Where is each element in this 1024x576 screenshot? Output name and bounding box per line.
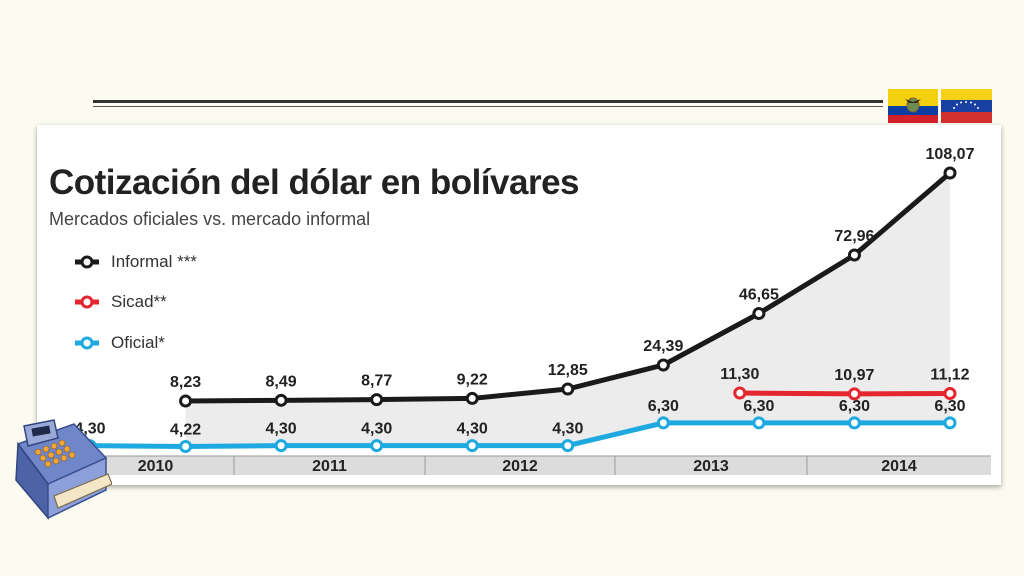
x-tick-label: 2012 [502, 458, 538, 475]
chart-card: 2010 2011 2012 2013 2014 4,30 4,22 4,30 4,30 4,30… [37, 125, 1001, 485]
data-label-oficial: 4,30 [552, 421, 583, 438]
data-label-oficial: 6,30 [648, 398, 679, 415]
data-label-informal: 8,23 [170, 374, 201, 391]
cash-register-icon [15, 419, 112, 521]
data-point-oficial [847, 416, 861, 430]
legend-swatch-sicad [75, 295, 99, 309]
data-point-informal [752, 307, 766, 320]
data-point-oficial [465, 439, 479, 453]
data-label-informal: 24,39 [643, 338, 683, 355]
data-label-sicad: 11,12 [930, 366, 969, 383]
legend-swatch-oficial [75, 336, 99, 350]
x-tick-label: 2013 [693, 458, 729, 475]
ecuador-flag-icon [888, 89, 938, 123]
legend-label-oficial: Oficial* [111, 333, 165, 352]
data-point-oficial [561, 439, 575, 453]
flags [888, 89, 992, 123]
legend-item-sicad: Sicad** [73, 291, 167, 313]
data-point-oficial [943, 416, 957, 430]
data-point-informal [656, 358, 670, 372]
data-point-informal [370, 393, 384, 407]
data-label-informal: 8,49 [266, 373, 297, 390]
data-point-informal [847, 248, 861, 262]
series-line-sicad [739, 390, 951, 397]
data-label-informal: 46,65 [739, 287, 779, 304]
data-label-informal: 12,85 [548, 362, 588, 379]
data-point-oficial [656, 416, 670, 430]
x-tick-label: 2010 [138, 458, 174, 475]
data-point-oficial [752, 416, 766, 430]
legend-item-informal: Informal *** [73, 251, 197, 273]
data-point-sicad [847, 387, 861, 401]
legend-swatch-informal [75, 255, 99, 269]
data-label-informal: 9,22 [457, 371, 488, 388]
data-point-oficial [370, 439, 384, 453]
legend-item-oficial: Oficial* [73, 332, 165, 354]
area-fill-gap [185, 173, 951, 447]
data-label-oficial: 4,30 [361, 421, 392, 438]
legend-label-sicad: Sicad** [111, 292, 167, 311]
data-point-informal [465, 391, 479, 405]
data-label-informal: 8,77 [361, 373, 392, 390]
data-label-informal: 72,96 [834, 228, 874, 245]
data-label-oficial: 4,30 [457, 421, 488, 438]
chart-subtitle: Mercados oficiales vs. mercado informal [49, 209, 371, 229]
data-label-oficial: 6,30 [743, 398, 774, 415]
data-label-oficial: 4,22 [170, 422, 201, 439]
data-point-oficial [274, 439, 288, 453]
x-tick-label: 2014 [881, 458, 917, 475]
data-label-oficial: 6,30 [934, 398, 965, 415]
x-axis-band [77, 456, 991, 475]
data-point-oficial [179, 440, 193, 453]
data-point-sicad [943, 386, 957, 400]
header-rule-thin [93, 106, 883, 107]
chart-title: Cotización del dólar en bolívares [49, 163, 580, 202]
data-point-sicad [733, 386, 747, 400]
legend-label-informal: Informal *** [111, 252, 197, 271]
data-point-informal [274, 393, 288, 407]
venezuela-flag-icon [941, 89, 992, 123]
series-line-oficial [89, 420, 950, 449]
header-rule-thick [93, 100, 883, 103]
data-point-informal [561, 382, 575, 396]
data-label-oficial: 4,30 [266, 421, 297, 438]
data-label-oficial: 6,30 [839, 398, 870, 415]
data-label-informal: 108,07 [926, 146, 975, 163]
data-point-informal [179, 394, 193, 408]
data-label-sicad: 11,30 [720, 366, 759, 383]
data-point-informal [943, 166, 957, 180]
data-label-sicad: 10,97 [834, 367, 874, 384]
x-tick-label: 2011 [312, 458, 347, 475]
